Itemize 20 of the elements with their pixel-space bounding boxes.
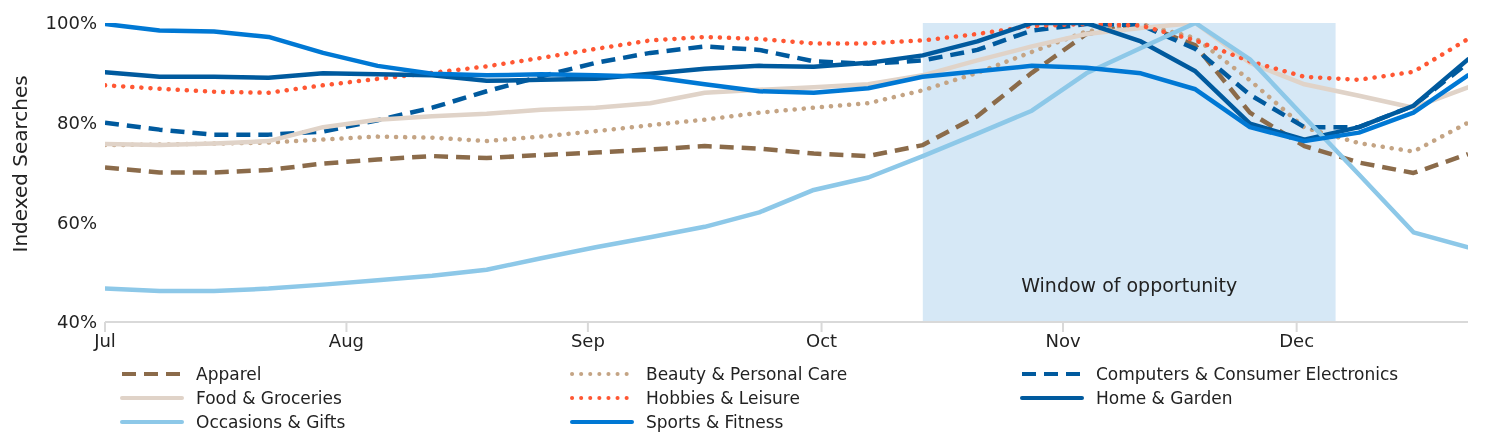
legend-label: Hobbies & Leisure	[646, 388, 800, 408]
band-label: Window of opportunity	[1021, 274, 1238, 296]
y-tick-label: 80%	[56, 112, 97, 134]
x-tick-label: Aug	[328, 329, 365, 351]
x-tick-label: Dec	[1279, 329, 1315, 351]
x-tick-label: Oct	[805, 329, 838, 351]
legend-label: Apparel	[196, 364, 262, 384]
line-series	[105, 23, 1468, 294]
x-tick-label: Sep	[570, 329, 605, 351]
legend-label: Computers & Consumer Electronics	[1096, 364, 1399, 384]
line-series	[105, 23, 1468, 96]
y-axis-title: Indexed Searches	[8, 75, 33, 253]
legend-label: Home & Garden	[1096, 388, 1233, 408]
x-tick-label: Nov	[1045, 329, 1081, 351]
y-tick-label: 60%	[56, 211, 97, 233]
y-tick-label: 100%	[45, 12, 97, 34]
legend-label: Sports & Fitness	[646, 412, 784, 432]
legend-label: Food & Groceries	[196, 388, 342, 408]
legend-label: Occasions & Gifts	[196, 412, 346, 432]
legend-label: Beauty & Personal Care	[646, 364, 848, 384]
